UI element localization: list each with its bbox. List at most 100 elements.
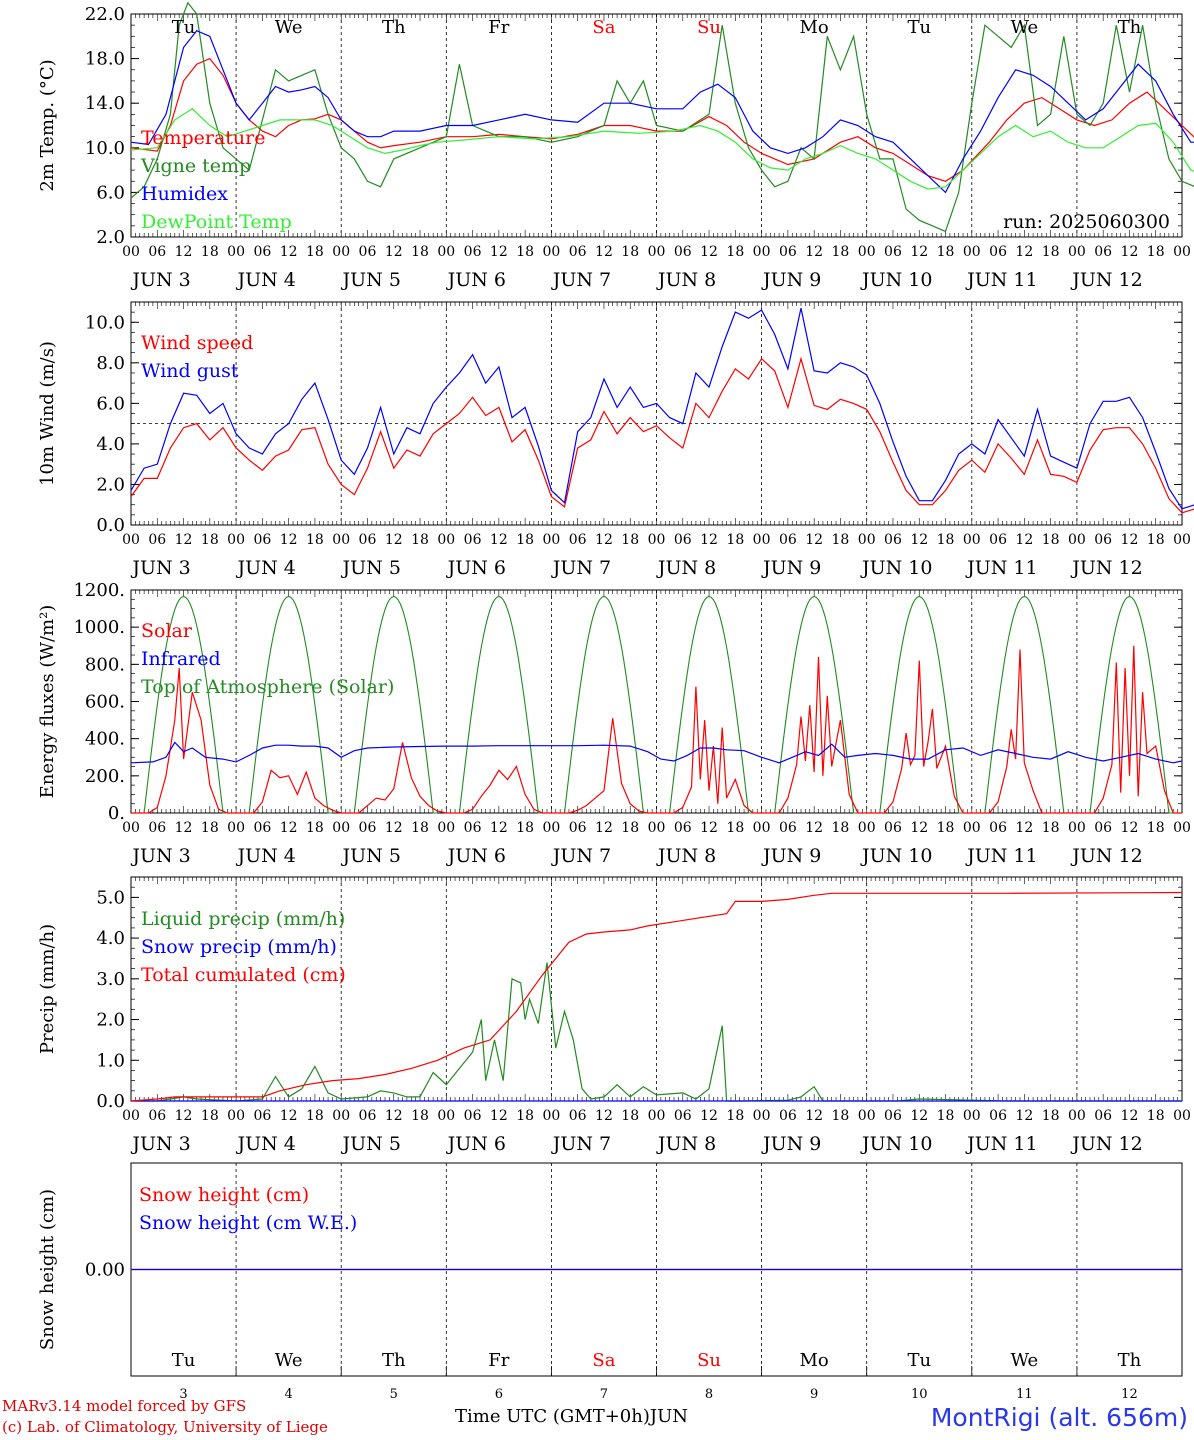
- y-axis-title: 10m Wind (m/s): [37, 341, 58, 486]
- hour-tick-label: 18: [306, 820, 324, 836]
- date-label: JUN 7: [551, 557, 611, 579]
- date-label: JUN 4: [235, 845, 295, 867]
- hour-tick-label: 06: [989, 1108, 1007, 1124]
- day-of-week-label: Tu: [907, 1350, 931, 1371]
- date-label: JUN 9: [761, 845, 821, 867]
- hour-tick-label: 12: [490, 532, 508, 548]
- hour-tick-label: 00: [753, 1108, 771, 1124]
- hour-tick-label: 18: [832, 532, 850, 548]
- toa-solar-line: [1085, 595, 1174, 814]
- day-of-week-label: Th: [1118, 17, 1142, 38]
- hour-tick-label: 00: [963, 820, 981, 836]
- toa-solar-line: [244, 595, 333, 814]
- hour-tick-label: 00: [648, 532, 666, 548]
- date-label: JUN 5: [341, 1133, 401, 1155]
- hour-tick-label: 12: [595, 244, 613, 260]
- date-label: JUN 7: [551, 845, 611, 867]
- hour-tick-label: 18: [1147, 820, 1165, 836]
- y-tick-label: 6.0: [96, 393, 125, 414]
- hour-tick-label: 00: [963, 244, 981, 260]
- hour-tick-label: 12: [910, 244, 928, 260]
- legend-entry: Wind speed: [141, 332, 253, 354]
- hour-tick-label: 00: [753, 820, 771, 836]
- date-label: JUN 5: [341, 557, 401, 579]
- hour-tick-label: 18: [1042, 820, 1060, 836]
- date-label: JUN 4: [235, 269, 295, 291]
- hour-tick-label: 00: [1173, 1108, 1191, 1124]
- hour-tick-label: 06: [1094, 820, 1112, 836]
- series-line-infrared: [130, 741, 1183, 764]
- date-label: 12: [1121, 1387, 1138, 1402]
- hour-tick-label: 12: [805, 1108, 823, 1124]
- date-label: 10: [911, 1387, 928, 1402]
- y-axis-title: Energy fluxes (W/m²): [37, 605, 58, 799]
- hour-tick-label: 00: [437, 820, 455, 836]
- y-tick-label: 3.0: [96, 969, 125, 990]
- hour-tick-label: 00: [858, 244, 876, 260]
- day-of-week-label: We: [275, 17, 303, 38]
- y-tick-label: 600.: [85, 692, 125, 713]
- hour-tick-label: 06: [674, 532, 692, 548]
- panel-1: 2.0 6.0 10.0 14.0 18.0 22.0 2m Temp. (°C) Tempe…: [37, 1, 1194, 291]
- y-tick-label: 18.0: [85, 49, 125, 70]
- panel-4: 0.0 1.0 2.0 3.0 4.0 5.0 Precip (mm/h) Liquid pr…: [37, 876, 1191, 1155]
- day-of-week-label: We: [275, 1350, 303, 1371]
- hour-tick-label: 18: [937, 532, 955, 548]
- hour-tick-label: 00: [858, 820, 876, 836]
- hour-tick-label: 18: [1042, 1108, 1060, 1124]
- date-label: JUN 10: [860, 269, 932, 291]
- hour-tick-label: 18: [937, 1108, 955, 1124]
- y-tick-label: 0.0: [96, 515, 125, 536]
- hour-tick-label: 00: [1173, 532, 1191, 548]
- date-label: JUN 7: [551, 269, 611, 291]
- hour-tick-label: 00: [332, 244, 350, 260]
- date-label: JUN 11: [965, 269, 1037, 291]
- date-label: 5: [390, 1387, 398, 1402]
- series-line-total-cumulated-cm-: [130, 891, 1183, 1102]
- hour-tick-label: 06: [1094, 1108, 1112, 1124]
- hour-tick-label: 00: [648, 820, 666, 836]
- hour-tick-label: 18: [306, 532, 324, 548]
- hour-tick-label: 12: [805, 244, 823, 260]
- hour-tick-label: 00: [1173, 244, 1191, 260]
- legend-entry: Total cumulated (cm): [141, 964, 346, 986]
- date-label: JUN 6: [446, 269, 506, 291]
- legend-entry: Infrared: [141, 648, 221, 670]
- date-label: JUN 8: [656, 845, 716, 867]
- hour-tick-label: 00: [332, 1108, 350, 1124]
- series-line-temperature: [130, 57, 1194, 182]
- hour-tick-label: 00: [1068, 820, 1086, 836]
- hour-tick-label: 00: [753, 244, 771, 260]
- hour-tick-label: 12: [280, 244, 298, 260]
- hour-tick-label: 00: [542, 1108, 560, 1124]
- hour-tick-label: 12: [1015, 532, 1033, 548]
- hour-tick-label: 18: [306, 1108, 324, 1124]
- day-of-week-label: Su: [697, 1350, 721, 1371]
- hour-tick-label: 06: [674, 820, 692, 836]
- hour-tick-label: 12: [385, 820, 403, 836]
- day-of-week-label: Fr: [488, 17, 509, 38]
- hour-tick-label: 18: [832, 820, 850, 836]
- y-tick-label: 6.0: [96, 182, 125, 203]
- series-line-humidex: [130, 29, 1194, 194]
- hour-tick-label: 12: [175, 1108, 193, 1124]
- hour-tick-label: 06: [1094, 244, 1112, 260]
- y-axis-title: Snow height (cm): [37, 1189, 58, 1350]
- hour-tick-label: 06: [148, 532, 166, 548]
- hour-tick-label: 12: [595, 1108, 613, 1124]
- date-label: 11: [1016, 1387, 1033, 1402]
- hour-tick-label: 18: [411, 820, 429, 836]
- hour-tick-label: 12: [805, 532, 823, 548]
- hour-tick-label: 12: [1015, 820, 1033, 836]
- day-of-week-label: Th: [1118, 1350, 1142, 1371]
- date-label: 3: [179, 1387, 187, 1402]
- hour-tick-label: 18: [937, 820, 955, 836]
- toa-solar-line: [560, 595, 648, 814]
- toa-solar-line: [665, 595, 753, 814]
- date-label: JUN 12: [1070, 557, 1142, 579]
- date-label: 9: [810, 1387, 818, 1402]
- hour-tick-label: 18: [1147, 244, 1165, 260]
- legend-entry: Temperature: [141, 127, 265, 149]
- hour-tick-label: 18: [832, 1108, 850, 1124]
- y-axis-title: 2m Temp. (°C): [37, 59, 58, 191]
